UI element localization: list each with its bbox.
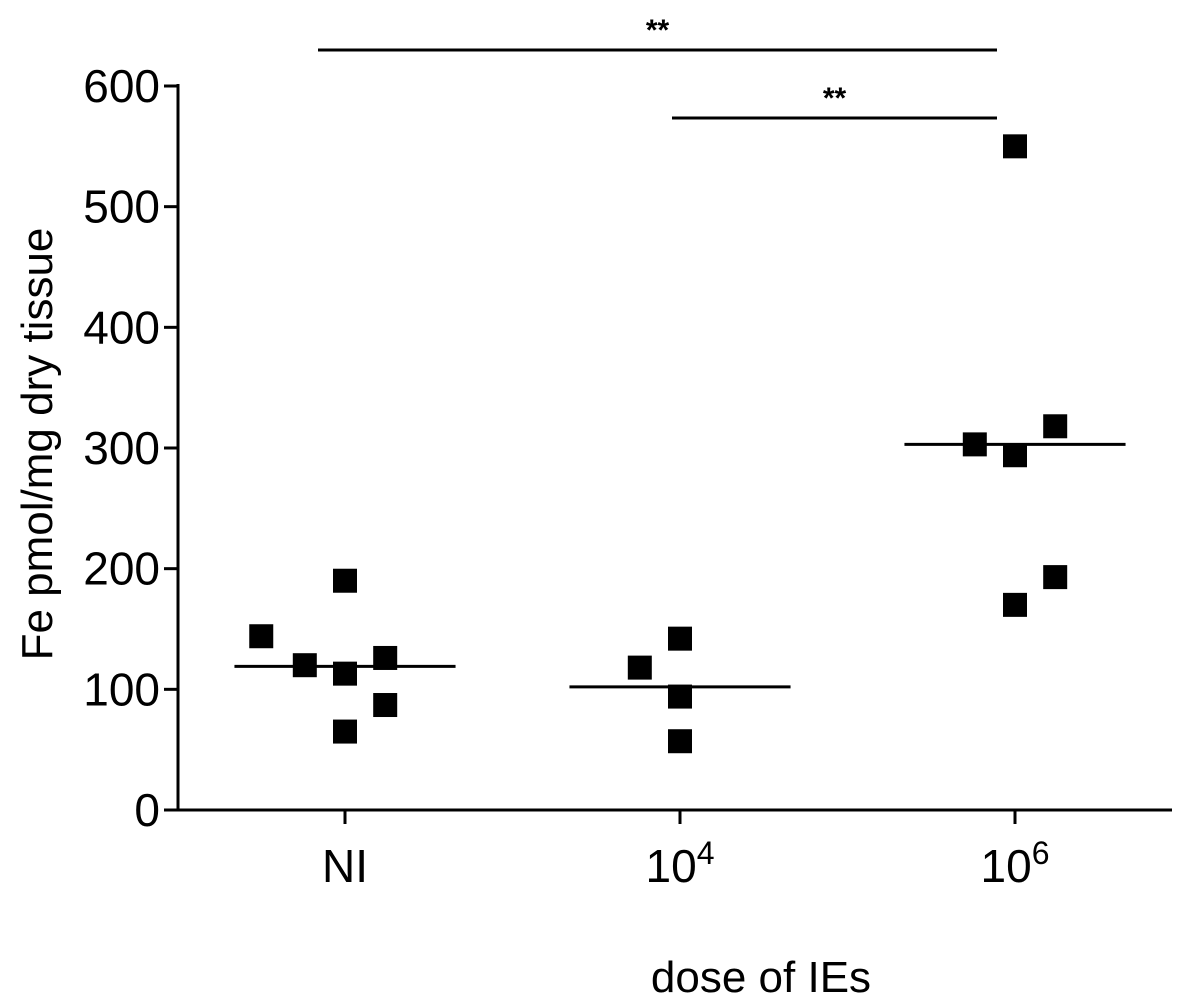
- significance-label: **: [823, 82, 847, 115]
- y-tick-label: 200: [83, 543, 160, 595]
- x-tick-label: 104: [646, 835, 715, 892]
- data-point: [962, 432, 987, 457]
- data-point: [1043, 565, 1068, 590]
- data-points: [249, 134, 1068, 754]
- x-ticks: NI 104 106: [322, 810, 1049, 892]
- data-point: [1003, 592, 1027, 617]
- x-tick-label: NI: [322, 840, 368, 892]
- y-tick-label: 400: [83, 301, 160, 353]
- data-point: [1003, 443, 1027, 468]
- data-point: [668, 626, 692, 651]
- data-point: [668, 729, 692, 754]
- y-axis-title: Fe pmol/mg dry tissue: [13, 228, 62, 661]
- y-tick-label: 300: [83, 422, 160, 474]
- data-point: [333, 661, 357, 686]
- data-point: [668, 684, 692, 709]
- data-point: [1003, 134, 1027, 159]
- x-axis-title: dose of IEs: [651, 953, 871, 1002]
- data-point: [1043, 414, 1068, 439]
- data-point: [333, 719, 357, 744]
- significance-annotations: ** **: [318, 14, 997, 120]
- x-tick-label: 106: [981, 835, 1050, 892]
- data-point: [373, 645, 398, 670]
- y-tick-label: 0: [134, 784, 160, 836]
- data-point: [627, 655, 652, 680]
- data-point: [373, 693, 398, 718]
- y-tick-label: 100: [83, 663, 160, 715]
- data-point: [292, 653, 317, 678]
- data-point: [333, 568, 357, 593]
- data-point: [249, 624, 274, 649]
- y-tick-label: 600: [83, 60, 160, 112]
- significance-label: **: [646, 14, 670, 47]
- y-tick-label: 500: [83, 181, 160, 233]
- y-ticks: 0 100 200 300 400 500 600: [83, 60, 178, 836]
